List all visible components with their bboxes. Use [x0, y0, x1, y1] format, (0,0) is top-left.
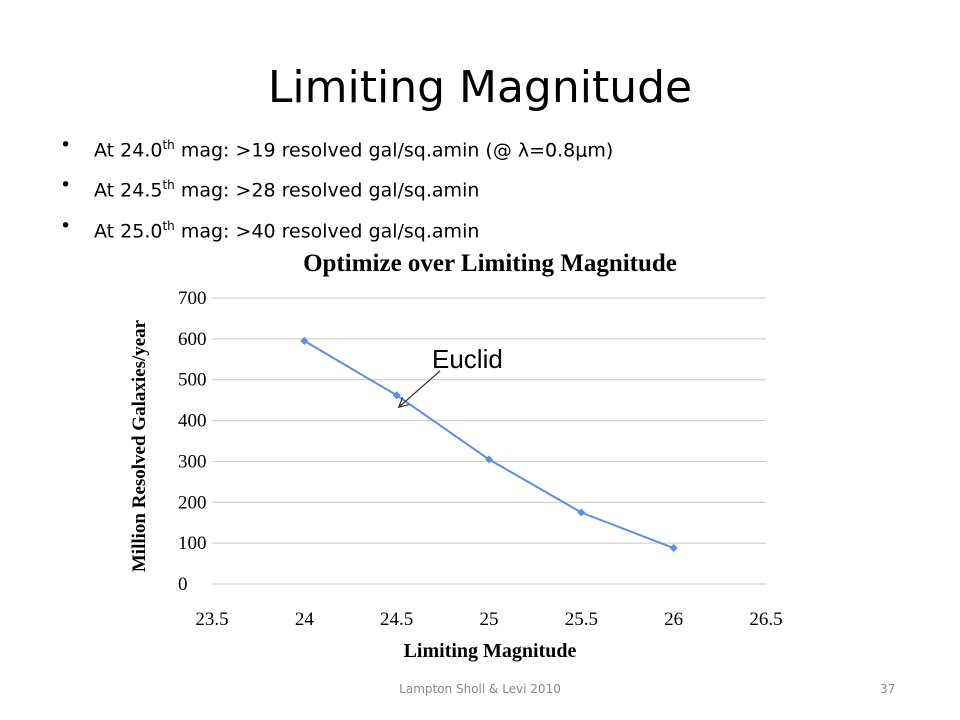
slide-title: Limiting Magnitude — [267, 62, 693, 113]
y-tick-label: 100 — [178, 533, 207, 554]
x-tick-label: 25.5 — [565, 609, 598, 630]
bullet-item: At 25.0th mag: >40 resolved gal/sq.amin — [60, 209, 613, 249]
bullet-item: At 24.5th mag: >28 resolved gal/sq.amin — [60, 168, 613, 208]
y-tick-label: 0 — [178, 574, 188, 595]
page-number: 37 — [880, 682, 896, 696]
y-tick-label: 200 — [178, 492, 207, 513]
bullet-item: At 24.0th mag: >19 resolved gal/sq.amin … — [60, 128, 613, 168]
x-tick-label: 23.5 — [195, 609, 228, 630]
y-tick-label: 300 — [178, 451, 207, 472]
y-tick-label: 500 — [178, 370, 207, 391]
y-axis-label: Million Resolved Galaxies/year — [129, 319, 150, 573]
euclid-annotation: Euclid — [432, 344, 503, 374]
bullet-list: At 24.0th mag: >19 resolved gal/sq.amin … — [60, 128, 613, 249]
chart-title: Optimize over Limiting Magnitude — [303, 250, 677, 277]
x-axis-label: Limiting Magnitude — [403, 640, 577, 662]
x-tick-label: 26 — [664, 609, 683, 630]
y-tick-label: 700 — [178, 288, 207, 309]
data-point — [577, 508, 586, 517]
x-tick-label: 24.5 — [380, 609, 413, 630]
x-tick-label: 25 — [480, 609, 499, 630]
data-point — [300, 336, 309, 345]
y-tick-label: 600 — [178, 329, 207, 350]
x-tick-label: 24 — [295, 609, 315, 630]
annotation-arrow — [399, 370, 441, 407]
x-tick-label: 26.5 — [749, 609, 782, 630]
data-point — [669, 544, 678, 553]
y-tick-label: 400 — [178, 411, 207, 432]
footer-citation: Lampton Sholl & Levi 2010 — [399, 682, 561, 696]
data-point — [485, 455, 493, 464]
